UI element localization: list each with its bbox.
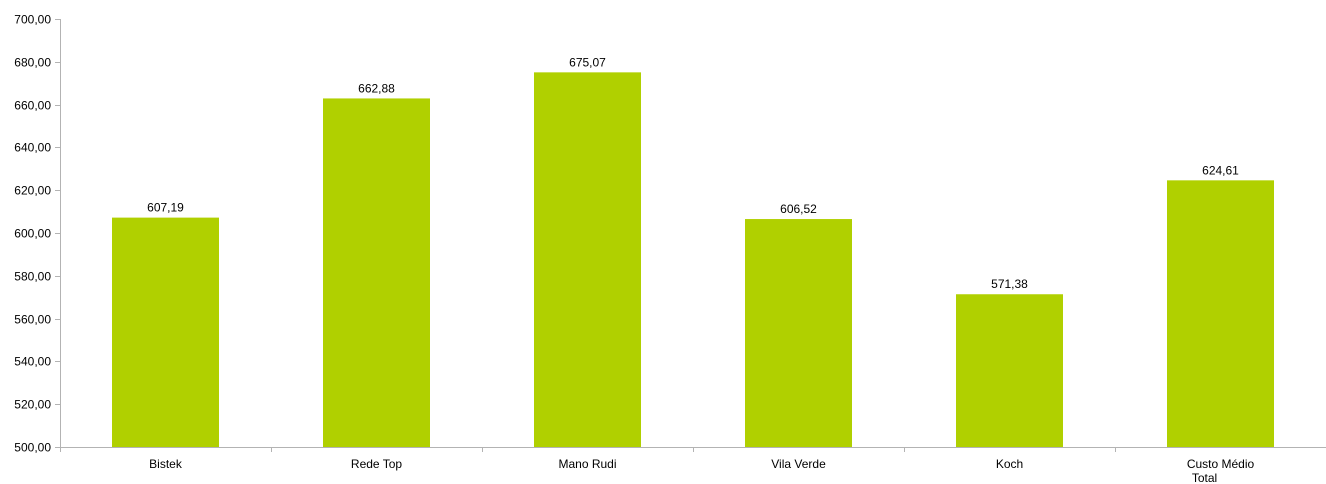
category-label: Vila Verde <box>771 457 826 471</box>
bar <box>534 72 641 448</box>
y-tick-label: 500,00 <box>14 441 51 455</box>
y-tick-label: 540,00 <box>14 355 51 369</box>
data-label: 662,88 <box>358 81 395 95</box>
y-axis: 500,00 520,00 540,00 560,00 580,00 600,00 620,… <box>14 13 61 455</box>
y-tick-label: 660,00 <box>14 99 51 113</box>
category-label-line: Total <box>1192 471 1217 484</box>
y-tick-label: 600,00 <box>14 227 51 241</box>
category-labels: Bistek Rede Top Mano Rudi Vila Verde Koch Cus… <box>149 457 1254 484</box>
y-tick-label: 620,00 <box>14 184 51 198</box>
category-label-line: Custo Médio <box>1187 457 1255 471</box>
bar <box>112 217 219 447</box>
y-tick-label: 520,00 <box>14 398 51 412</box>
data-label: 675,07 <box>569 55 606 69</box>
x-axis <box>55 447 1326 452</box>
category-label: Rede Top <box>351 457 402 471</box>
category-label: Custo Médio Total <box>1187 457 1255 484</box>
bar <box>323 98 430 447</box>
bar <box>956 294 1063 447</box>
y-tick-label: 580,00 <box>14 270 51 284</box>
y-tick-label: 700,00 <box>14 13 51 27</box>
category-label: Koch <box>996 457 1023 471</box>
bar <box>745 219 852 447</box>
bar <box>1167 180 1274 447</box>
category-label: Mano Rudi <box>558 457 616 471</box>
bars <box>112 72 1274 448</box>
y-tick-label: 680,00 <box>14 56 51 70</box>
category-label: Bistek <box>149 457 183 471</box>
y-tick-label: 640,00 <box>14 141 51 155</box>
data-label: 624,61 <box>1202 163 1239 177</box>
data-label: 606,52 <box>780 202 817 216</box>
y-tick-label: 560,00 <box>14 313 51 327</box>
data-labels: 607,19 662,88 675,07 606,52 571,38 624,61 <box>147 55 1239 291</box>
data-label: 607,19 <box>147 201 184 215</box>
data-label: 571,38 <box>991 277 1028 291</box>
